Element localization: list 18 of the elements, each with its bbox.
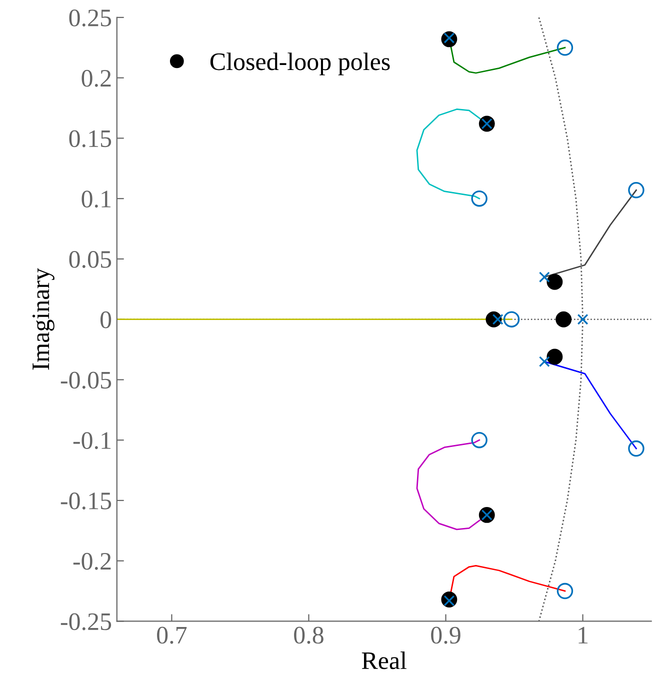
y-tick-label: -0.2 — [73, 552, 111, 570]
y-tick-label: -0.1 — [73, 432, 111, 450]
legend-label: Closed-loop poles — [210, 52, 390, 76]
x-axis-title: Real — [362, 652, 407, 670]
y-tick-label: 0.15 — [69, 130, 112, 148]
x-tick-label: 0.7 — [157, 626, 187, 644]
x-tick-label: 0.9 — [431, 626, 460, 644]
y-tick-label: 0.25 — [69, 10, 112, 26]
y-tick-label: -0.05 — [60, 372, 112, 389]
x-tick-label: 0.8 — [294, 626, 324, 644]
y-tick-label: 0.05 — [69, 251, 112, 268]
y-tick-label: -0.15 — [60, 492, 112, 510]
y-tick-label: -0.25 — [60, 613, 112, 630]
x-tick-label: 1 — [578, 626, 588, 644]
y-tick-label: 0.1 — [82, 190, 111, 208]
y-axis-title: Imaginary — [32, 268, 54, 370]
y-tick-label: 0 — [100, 311, 112, 328]
y-tick-label: 0.2 — [82, 70, 111, 87]
